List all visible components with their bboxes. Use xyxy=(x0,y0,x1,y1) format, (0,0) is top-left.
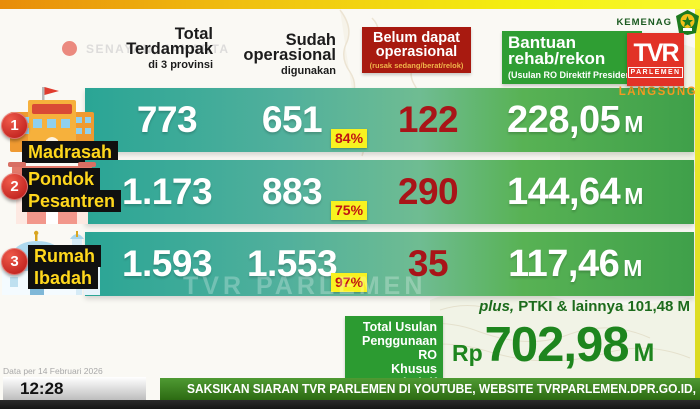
header-subline: (rusak sedang/berat/relok) xyxy=(369,61,464,70)
bottom-letterbox-bar xyxy=(0,400,700,409)
news-ticker: SAKSIKAN SIARAN TVR PARLEMEN DI YOUTUBE,… xyxy=(160,378,700,400)
bantuan-amount: 144,64 xyxy=(507,171,621,213)
row-label-line: Ibadah xyxy=(28,267,99,289)
belum-operasional-value: 35 xyxy=(407,243,449,284)
header-line: Total xyxy=(174,25,213,43)
total-terdampak-value: 1.173 xyxy=(121,171,213,212)
table-row-rumah-ibadah: 3 Rumah Ibadah 1.593 1.553 97% 35 117,46… xyxy=(0,230,700,296)
row-label-line: Rumah xyxy=(28,245,102,267)
row-number-badge: 3 xyxy=(1,248,28,275)
kemenag-bug: KEMENAG xyxy=(608,8,700,36)
belum-operasional-value: 122 xyxy=(397,99,459,140)
clock-display: 12:28 xyxy=(3,377,146,401)
column-header-not-operational: Belum dapat operasional (rusak sedang/be… xyxy=(362,27,471,73)
header-subline: (Usulan RO Direktif Presiden) xyxy=(508,70,635,80)
header-line: Belum dapat xyxy=(372,30,460,46)
header-subline: di 3 provinsi xyxy=(148,59,213,71)
operational-percent-badge: 84% xyxy=(331,129,368,148)
bantuan-unit: M xyxy=(624,111,643,137)
column-header-operational: Sudah operasional digunakan xyxy=(228,31,336,77)
total-terdampak-value: 1.593 xyxy=(121,243,213,284)
header-line: Bantuan xyxy=(508,33,576,52)
sudah-operasional-value: 651 xyxy=(261,99,323,140)
top-accent-bar xyxy=(0,0,700,9)
bantuan-unit: M xyxy=(623,255,642,281)
bantuan-amount: 228,05 xyxy=(507,99,621,141)
row-band xyxy=(85,88,694,152)
bantuan-amount: 117,46 xyxy=(508,243,620,285)
tvr-parlemen-logo: TVR PARLEMEN xyxy=(627,33,684,86)
header-subline: digunakan xyxy=(280,65,336,77)
kemenag-logo-icon xyxy=(676,9,699,35)
row-number-badge: 1 xyxy=(1,112,28,139)
bantuan-value: 117,46 M xyxy=(472,241,678,287)
sudah-operasional-value: 883 xyxy=(261,171,323,212)
header-line: Sudah xyxy=(285,31,336,49)
total-terdampak-value: 773 xyxy=(136,99,198,140)
row-label-line: Madrasah xyxy=(22,141,119,163)
tvr-logo-text: TVR xyxy=(633,39,680,67)
row-band xyxy=(85,232,694,296)
operational-percent-badge: 75% xyxy=(331,201,368,220)
bantuan-unit: M xyxy=(624,183,643,209)
total-usulan-line: Total Usulan xyxy=(362,320,437,334)
bantuan-value: 228,05 M xyxy=(472,97,678,143)
ticker-text: SAKSIKAN SIARAN TVR PARLEMEN DI YOUTUBE,… xyxy=(187,381,700,396)
header-line: rehab/rekon xyxy=(508,49,606,68)
location-label: SENAYAN, JAKARTA xyxy=(86,41,230,56)
tvr-logo-subtext: PARLEMEN xyxy=(627,67,684,78)
column-header-aid: Bantuan rehab/rekon (Usulan RO Direktif … xyxy=(502,31,642,84)
right-accent-bar xyxy=(695,9,700,400)
location-bug: SENAYAN, JAKARTA xyxy=(62,41,230,56)
row-band xyxy=(85,160,694,224)
header-line: Terdampak xyxy=(126,40,213,58)
row-label-line: Pondok xyxy=(22,168,100,190)
plus-footnote-text: PTKI & lainnya 101,48 M xyxy=(514,298,690,315)
grand-total-unit: M xyxy=(633,339,655,367)
live-badge: LANGSUNG xyxy=(618,86,698,98)
header-line: operasional xyxy=(243,46,336,64)
table-row-madrasah: 1 Madrasah 773 651 84% 122 228,05 M xyxy=(0,87,700,163)
row-number-badge: 2 xyxy=(1,173,28,200)
table-row-pondok-pesantren: 2 Pondok Pesantren 1.173 883 75% 290 144… xyxy=(0,160,700,224)
grand-total-value: Rp 702,98 M xyxy=(452,319,698,371)
bantuan-value: 144,64 M xyxy=(472,169,678,215)
data-date-note: Data per 14 Februari 2026 xyxy=(3,366,103,376)
record-dot-icon xyxy=(62,41,77,56)
row-label-madrasah: Madrasah xyxy=(22,141,119,163)
currency-label: Rp xyxy=(452,340,483,366)
total-usulan-line: Penggunaan RO xyxy=(361,334,437,362)
operational-percent-badge: 97% xyxy=(331,273,368,292)
plus-footnote: plus, PTKI & lainnya 101,48 M xyxy=(400,298,690,315)
grand-total-amount: 702,98 xyxy=(484,318,630,372)
header-line: operasional xyxy=(375,44,458,60)
row-label-pondok-pesantren: Pondok Pesantren xyxy=(22,168,122,212)
sudah-operasional-value: 1.553 xyxy=(246,243,338,284)
center-watermark: TVR PARLEMEN xyxy=(183,272,427,300)
column-header-total: Total Terdampak di 3 provinsi xyxy=(90,25,213,71)
belum-operasional-value: 290 xyxy=(397,171,459,212)
row-label-line: Pesantren xyxy=(22,190,122,212)
row-label-rumah-ibadah: Rumah Ibadah xyxy=(28,245,102,289)
plus-footnote-prefix: plus, xyxy=(479,298,515,315)
kemenag-label: KEMENAG xyxy=(616,16,672,28)
